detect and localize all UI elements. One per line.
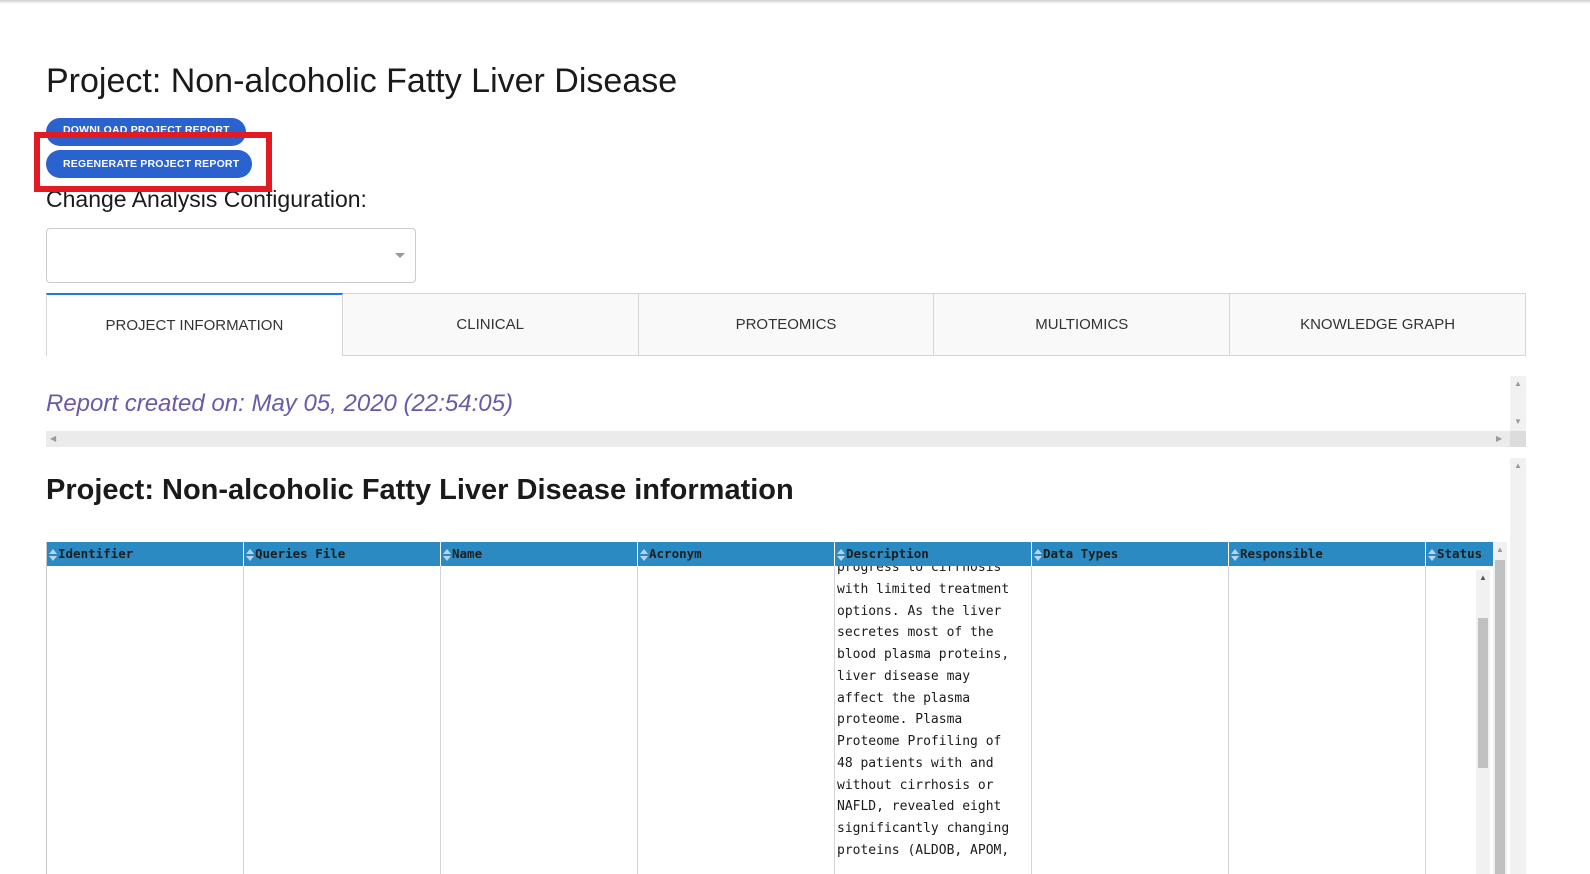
project-info-table: Identifier Queries File Name Acronym Des… xyxy=(46,542,1494,874)
sort-icon[interactable] xyxy=(837,548,845,562)
sort-icon[interactable] xyxy=(1034,548,1042,562)
table-vertical-scrollbar[interactable]: ▲ xyxy=(1493,542,1507,874)
config-dropdown[interactable] xyxy=(46,228,416,283)
column-header-data-types[interactable]: Data Types xyxy=(1032,542,1229,566)
scroll-up-icon[interactable]: ▲ xyxy=(1479,573,1487,582)
report-created-date: Report created on: May 05, 2020 (22:54:0… xyxy=(46,390,513,417)
chevron-down-icon xyxy=(395,253,405,258)
tab-knowledge-graph[interactable]: KNOWLEDGE GRAPH xyxy=(1230,293,1526,356)
cell-name xyxy=(441,566,638,874)
scroll-up-icon[interactable]: ▲ xyxy=(1496,545,1504,554)
column-header-label: Name xyxy=(452,546,483,561)
column-header-label: Responsible xyxy=(1240,546,1323,561)
table-header-row: Identifier Queries File Name Acronym Des… xyxy=(47,542,1494,566)
cell-acronym xyxy=(638,566,835,874)
main-vertical-scrollbar[interactable]: ▲ xyxy=(1510,458,1526,874)
sort-icon[interactable] xyxy=(640,548,648,562)
sort-icon[interactable] xyxy=(246,548,254,562)
sort-icon[interactable] xyxy=(1231,548,1239,562)
scrollbar-thumb[interactable] xyxy=(1495,560,1505,874)
section-title: Project: Non-alcoholic Fatty Liver Disea… xyxy=(46,474,794,506)
scroll-right-icon[interactable]: ▶ xyxy=(1496,434,1503,443)
tab-multiomics[interactable]: MULTIOMICS xyxy=(934,293,1231,356)
column-header-label: Queries File xyxy=(255,546,346,561)
column-header-label: Identifier xyxy=(58,546,134,561)
cell-responsible xyxy=(1229,566,1426,874)
column-header-label: Acronym xyxy=(649,546,702,561)
column-header-status[interactable]: Status xyxy=(1426,542,1494,566)
column-header-description[interactable]: Description xyxy=(835,542,1032,566)
config-label-text: Change Analysis Configuration: xyxy=(46,188,367,212)
tab-proteomics[interactable]: PROTEOMICS xyxy=(638,293,935,356)
scroll-left-icon[interactable]: ◀ xyxy=(50,434,57,443)
report-vertical-scrollbar[interactable]: ▲ ▼ xyxy=(1510,376,1526,432)
sort-icon[interactable] xyxy=(443,548,451,562)
highlight-box xyxy=(34,132,272,192)
column-header-label: Data Types xyxy=(1043,546,1119,561)
tab-clinical[interactable]: CLINICAL xyxy=(342,293,639,356)
scrollbar-corner xyxy=(1510,431,1526,447)
page-title: Project: Non-alcoholic Fatty Liver Disea… xyxy=(46,62,678,100)
cell-vertical-scrollbar[interactable]: ▲ xyxy=(1476,570,1490,874)
column-header-queries-file[interactable]: Queries File xyxy=(244,542,441,566)
column-header-responsible[interactable]: Responsible xyxy=(1229,542,1426,566)
column-header-label: Status xyxy=(1437,546,1483,561)
column-header-label: Description xyxy=(846,546,929,561)
cell-description: progress to cirrhosis with limited treat… xyxy=(835,566,1032,874)
column-header-acronym[interactable]: Acronym xyxy=(638,542,835,566)
cell-queries-file xyxy=(244,566,441,874)
sort-icon[interactable] xyxy=(49,548,57,562)
column-header-identifier[interactable]: Identifier xyxy=(47,542,244,566)
tab-bar: PROJECT INFORMATION CLINICAL PROTEOMICS … xyxy=(46,293,1526,356)
scrollbar-thumb[interactable] xyxy=(1478,618,1488,768)
tab-project-information[interactable]: PROJECT INFORMATION xyxy=(46,293,343,356)
cell-data-types xyxy=(1032,566,1229,874)
column-header-name[interactable]: Name xyxy=(441,542,638,566)
top-shadow xyxy=(0,0,1590,4)
scroll-down-icon[interactable]: ▼ xyxy=(1514,417,1522,426)
scroll-up-icon[interactable]: ▲ xyxy=(1514,461,1522,470)
scroll-up-icon[interactable]: ▲ xyxy=(1514,379,1522,388)
sort-icon[interactable] xyxy=(1428,548,1436,562)
description-text: progress to cirrhosis with limited treat… xyxy=(837,566,1010,858)
config-label: Change Analysis Configuration: xyxy=(46,188,367,214)
regenerate-report-button[interactable]: REGENERATE PROJECT REPORT xyxy=(46,150,252,178)
table-row: progress to cirrhosis with limited treat… xyxy=(47,566,1494,874)
cell-identifier xyxy=(47,566,244,874)
report-horizontal-scrollbar[interactable]: ◀ ▶ xyxy=(46,431,1510,447)
